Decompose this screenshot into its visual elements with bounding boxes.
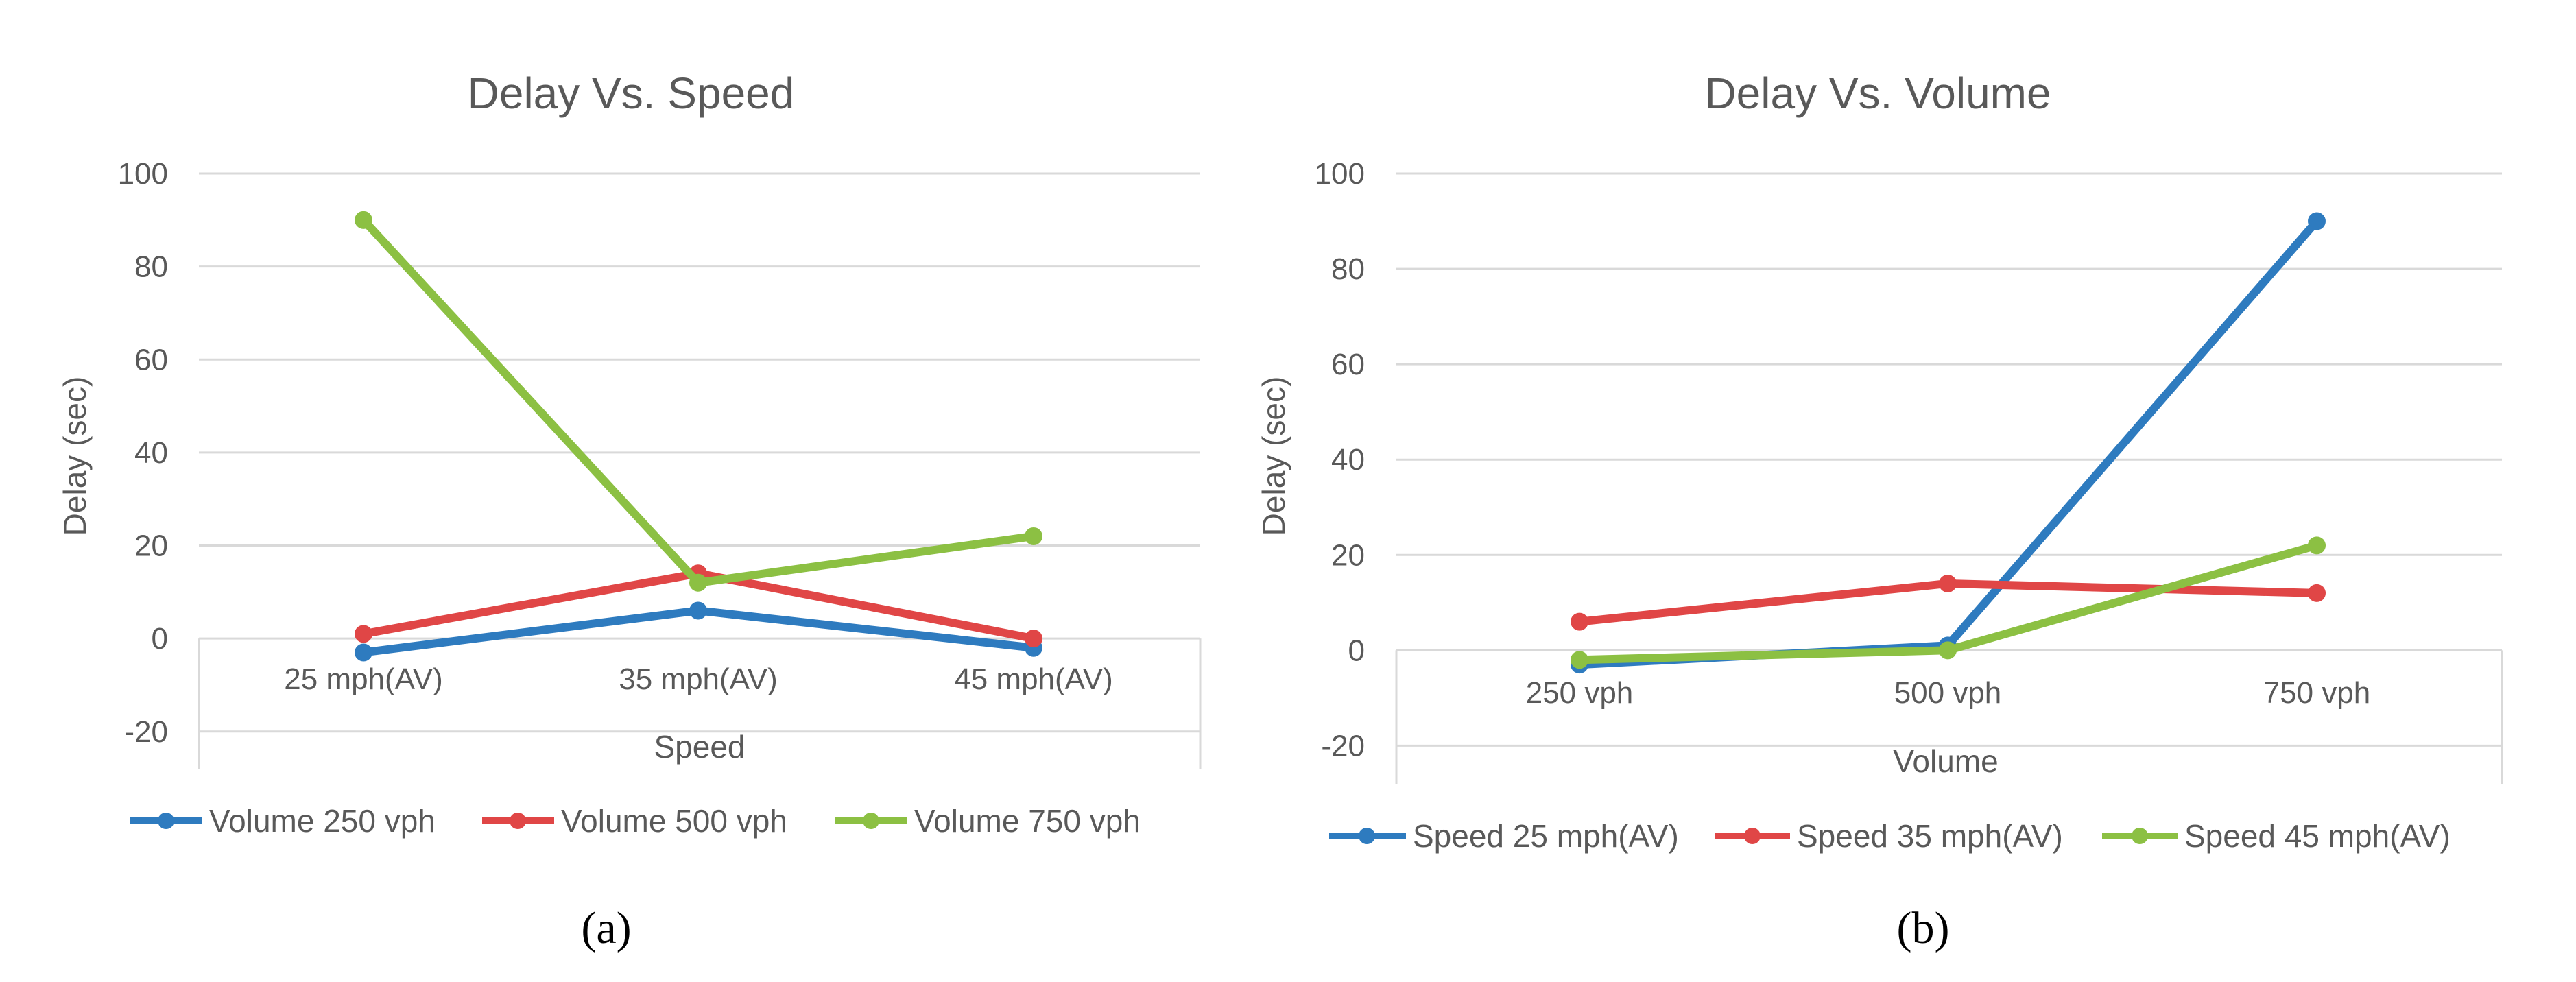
- y-tick-label: 40: [1331, 443, 1365, 477]
- panel-label: (b): [1897, 903, 1950, 953]
- y-tick-label: 60: [1331, 348, 1365, 381]
- x-axis-label: Volume: [1893, 743, 1998, 779]
- legend-item-speed-45: Speed 45 mph(AV): [2102, 818, 2450, 854]
- legend-item-speed-25: Speed 25 mph(AV): [1329, 818, 1679, 854]
- data-point: [1025, 630, 1042, 648]
- legend-marker: [510, 813, 526, 829]
- legend: Volume 250 vph Volume 500 vph Volume 750…: [130, 803, 1141, 839]
- series-line: [359, 215, 1038, 587]
- x-tick-label: 35 mph(AV): [619, 662, 778, 696]
- chart-delay-vs-volume: Delay Vs. Volume -20 0 20 40 60 80 100 250 vph…: [1256, 69, 2503, 953]
- legend-label: Speed 35 mph(AV): [1797, 818, 2063, 854]
- legend-marker: [1359, 828, 1375, 844]
- y-tick-label: 0: [152, 622, 168, 656]
- panel-label: (a): [581, 903, 631, 953]
- chart-title: Delay Vs. Volume: [1704, 69, 2051, 118]
- data-point: [2308, 212, 2326, 230]
- data-point: [2308, 584, 2326, 602]
- series-1: [355, 601, 1042, 662]
- y-tick-label: 100: [1315, 157, 1365, 191]
- y-tick-label: 20: [1331, 538, 1365, 572]
- y-tick-label: 80: [134, 250, 168, 284]
- data-point: [2308, 536, 2326, 555]
- data-point: [1571, 612, 1588, 631]
- data-point: [355, 643, 372, 662]
- data-point: [355, 211, 372, 229]
- legend: Speed 25 mph(AV) Speed 35 mph(AV) Speed …: [1329, 818, 2450, 854]
- legend-label: Volume 500 vph: [561, 803, 787, 839]
- y-tick-label: 40: [134, 436, 168, 470]
- y-tick-label: 100: [118, 157, 168, 191]
- y-tick-label: 80: [1331, 252, 1365, 286]
- legend-marker: [863, 813, 879, 829]
- data-point: [689, 601, 707, 620]
- series-group: [1571, 212, 2326, 674]
- gridlines: [1395, 172, 2503, 784]
- data-point: [1939, 574, 1957, 592]
- legend-label: Volume 750 vph: [914, 803, 1141, 839]
- legend-marker: [1744, 828, 1761, 844]
- legend-label: Speed 45 mph(AV): [2184, 818, 2450, 854]
- x-tick-label: 250 vph: [1526, 676, 1634, 710]
- series-3: [355, 211, 1042, 592]
- y-axis-label: Delay (sec): [1256, 376, 1291, 536]
- series-3: [1571, 536, 2326, 669]
- legend-item-speed-35: Speed 35 mph(AV): [1715, 818, 2063, 854]
- y-tick-labels: -20 0 20 40 60 80 100: [1315, 157, 1365, 763]
- series-1: [1571, 212, 2326, 674]
- series-2: [1571, 574, 2326, 631]
- data-point: [355, 625, 372, 643]
- y-tick-label: 0: [1348, 634, 1365, 667]
- y-tick-labels: -20 0 20 40 60 80 100: [118, 157, 168, 749]
- y-tick-label: 20: [134, 529, 168, 563]
- data-point: [689, 573, 707, 592]
- y-tick-label: 60: [134, 343, 168, 376]
- series-2: [355, 564, 1042, 648]
- data-point: [1571, 651, 1588, 669]
- x-axis-label: Speed: [654, 729, 745, 765]
- legend-item-volume-750: Volume 750 vph: [835, 803, 1141, 839]
- legend-item-volume-250: Volume 250 vph: [130, 803, 436, 839]
- legend-item-volume-500: Volume 500 vph: [482, 803, 787, 839]
- x-tick-label: 25 mph(AV): [284, 662, 443, 696]
- y-axis-label: Delay (sec): [57, 376, 93, 536]
- y-tick-label: -20: [124, 715, 168, 749]
- series-line: [1575, 217, 2321, 669]
- legend-marker: [2132, 828, 2148, 844]
- data-point: [1939, 641, 1957, 660]
- x-tick-labels: 25 mph(AV) 35 mph(AV) 45 mph(AV): [284, 662, 1113, 696]
- x-tick-label: 45 mph(AV): [954, 662, 1113, 696]
- y-tick-label: -20: [1321, 729, 1365, 763]
- chart-delay-vs-speed: Delay Vs. Speed -20 0 20 40 60 80 100 25 mph(A…: [57, 69, 1202, 953]
- legend-label: Volume 250 vph: [209, 803, 436, 839]
- legend-label: Speed 25 mph(AV): [1413, 818, 1679, 854]
- legend-marker: [158, 813, 174, 829]
- series-group: [355, 211, 1042, 662]
- data-point: [1025, 527, 1042, 545]
- x-tick-label: 500 vph: [1894, 676, 2002, 710]
- x-tick-labels: 250 vph 500 vph 750 vph: [1526, 676, 2371, 710]
- x-tick-label: 750 vph: [2263, 676, 2371, 710]
- chart-title: Delay Vs. Speed: [468, 69, 795, 118]
